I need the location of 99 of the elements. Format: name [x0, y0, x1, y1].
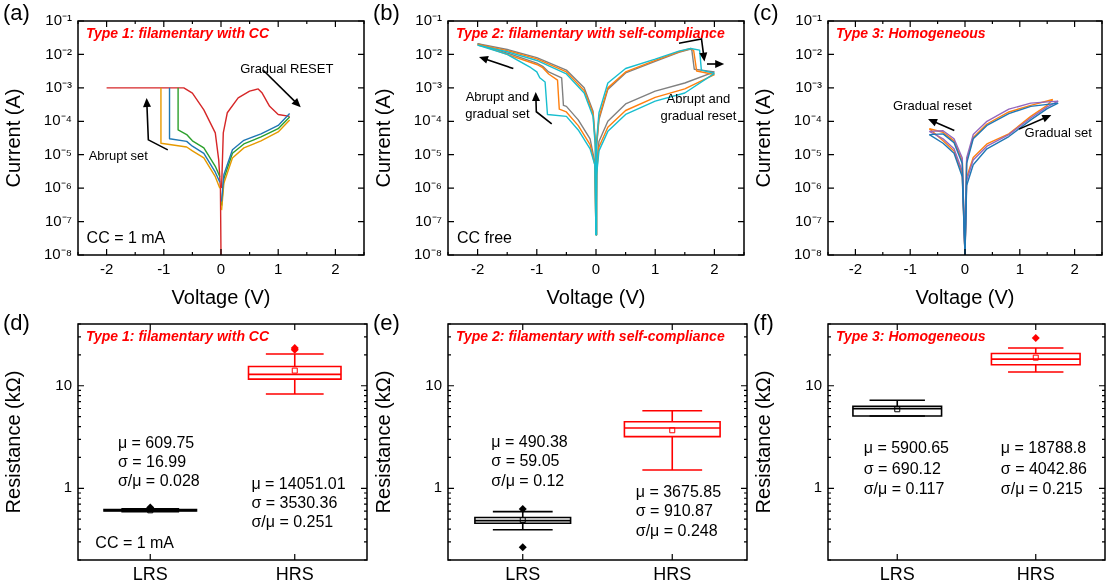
y-tick-label: 1 [433, 478, 442, 496]
x-tick-label: 0 [591, 260, 601, 278]
annotation: σ = 59.05 [491, 452, 560, 470]
chart-title: (c) [753, 0, 779, 26]
annotation: σ = 3530.36 [251, 494, 338, 512]
y-tick-label: 10⁻⁴ [413, 111, 442, 129]
chart-title: (a) [3, 0, 30, 26]
annotation: CC = 1 mA [95, 533, 175, 551]
x-tick-label: 0 [960, 260, 970, 278]
x-tick-label: -1 [530, 260, 544, 278]
x-axis-title: Voltage (V) [171, 285, 271, 308]
x-tick-label: -1 [157, 260, 171, 278]
x-tick-label: -2 [99, 260, 114, 278]
y-tick-label: 10 [805, 375, 822, 393]
annotation: Abrupt set [88, 147, 149, 163]
y-tick-label: 10⁻¹ [795, 11, 822, 29]
annotation: σ = 910.87 [635, 501, 713, 519]
annotation: Abrupt and gradual reset [660, 91, 737, 124]
annotation: μ = 3675.85 [635, 482, 722, 500]
y-tick-label: 10⁻² [45, 44, 72, 62]
y-tick-label: 10⁻¹ [45, 11, 72, 29]
y-axis-title: Current (A) [371, 88, 394, 188]
x-axis-title: Voltage (V) [546, 285, 646, 308]
annotation: Gradual RESET [240, 60, 334, 76]
x-tick-label: -2 [848, 260, 863, 278]
x-tick-label: HRS [275, 563, 314, 584]
x-tick-label: LRS [132, 563, 168, 584]
y-tick-label: 1 [63, 478, 72, 496]
x-tick-label: LRS [879, 563, 915, 584]
annotation: μ = 5900.65 [863, 439, 950, 457]
x-tick-label: 1 [274, 260, 283, 278]
x-tick-label: LRS [505, 563, 541, 584]
annotation: Gradual reset [893, 97, 973, 113]
x-tick-label: 1 [1015, 260, 1024, 278]
annotation: CC free [456, 229, 513, 247]
annotation: σ/μ = 0.12 [491, 472, 565, 490]
y-tick-label: 10⁻⁶ [794, 178, 822, 196]
chart-subtitle: Type 3: Homogeneous [836, 24, 986, 41]
y-tick-label: 10⁻⁷ [414, 211, 442, 229]
y-tick-label: 10 [425, 375, 442, 393]
y-axis-title: Resistance (kΩ) [1, 370, 24, 514]
y-tick-label: 10⁻⁶ [414, 178, 442, 196]
chart-title: (f) [753, 310, 774, 336]
y-tick-label: 10⁻³ [45, 78, 72, 95]
y-tick-label: 10⁻² [415, 44, 442, 62]
annotation: μ = 14051.01 [251, 475, 346, 493]
annotation: σ/μ = 0.251 [251, 513, 334, 531]
y-tick-label: 10⁻⁶ [44, 178, 72, 196]
x-axis-title: Voltage (V) [915, 285, 1015, 308]
annotation: μ = 490.38 [491, 433, 568, 451]
chart-title: (b) [373, 0, 400, 26]
y-tick-label: 10⁻³ [415, 78, 442, 95]
chart-subtitle: Type 2: filamentary with self-compliance [456, 327, 725, 344]
annotation: Gradual set [1024, 124, 1093, 140]
annotation: σ/μ = 0.248 [635, 521, 718, 539]
y-tick-label: 10⁻⁸ [793, 245, 822, 263]
y-tick-label: 10⁻⁷ [44, 211, 72, 229]
chart-subtitle: Type 3: Homogeneous [836, 327, 986, 344]
chart-subtitle: Type 1: filamentary with CC [86, 24, 270, 41]
chart-subtitle: Type 1: filamentary with CC [86, 327, 270, 344]
annotation: σ/μ = 0.117 [863, 479, 945, 497]
y-axis-title: Resistance (kΩ) [371, 370, 394, 514]
y-tick-label: 10⁻⁴ [793, 111, 822, 129]
x-tick-label: 2 [1070, 260, 1079, 278]
x-tick-label: 1 [651, 260, 660, 278]
y-tick-label: 10⁻⁵ [414, 144, 442, 162]
annotation: μ = 18788.8 [1000, 439, 1087, 457]
y-tick-label: 10⁻⁵ [794, 144, 822, 162]
y-tick-label: 1 [813, 478, 822, 496]
annotation: σ = 690.12 [863, 459, 941, 477]
x-tick-label: 2 [710, 260, 719, 278]
x-tick-label: 0 [216, 260, 226, 278]
y-tick-label: 10⁻⁸ [413, 245, 442, 263]
annotation: Abrupt and gradual set [465, 89, 530, 122]
x-tick-label: 2 [331, 260, 340, 278]
x-tick-label: HRS [653, 563, 692, 584]
x-tick-label: HRS [1016, 563, 1055, 584]
y-axis-title: Current (A) [1, 88, 24, 188]
y-tick-label: 10⁻⁵ [44, 144, 72, 162]
y-tick-label: 10⁻² [795, 44, 822, 62]
chart-title: (e) [373, 310, 400, 336]
y-tick-label: 10⁻¹ [415, 11, 442, 29]
y-axis-title: Current (A) [751, 88, 774, 188]
y-axis-title: Resistance (kΩ) [751, 370, 774, 514]
chart-subtitle: Type 2: filamentary with self-compliance [456, 24, 725, 41]
x-tick-label: -1 [903, 260, 917, 278]
annotation: σ = 16.99 [117, 453, 187, 471]
x-tick-label: -2 [470, 260, 485, 278]
annotation: σ/μ = 0.028 [117, 472, 200, 490]
chart-title: (d) [3, 310, 30, 336]
y-tick-label: 10⁻⁷ [794, 211, 822, 229]
annotation: CC = 1 mA [86, 229, 166, 247]
annotation: σ = 4042.86 [1000, 459, 1087, 477]
y-tick-label: 10 [55, 375, 72, 393]
annotation: σ/μ = 0.215 [1000, 479, 1083, 497]
y-tick-label: 10⁻⁸ [43, 245, 72, 263]
y-tick-label: 10⁻³ [795, 78, 822, 95]
y-tick-label: 10⁻⁴ [43, 111, 72, 129]
annotation: μ = 609.75 [117, 434, 195, 452]
